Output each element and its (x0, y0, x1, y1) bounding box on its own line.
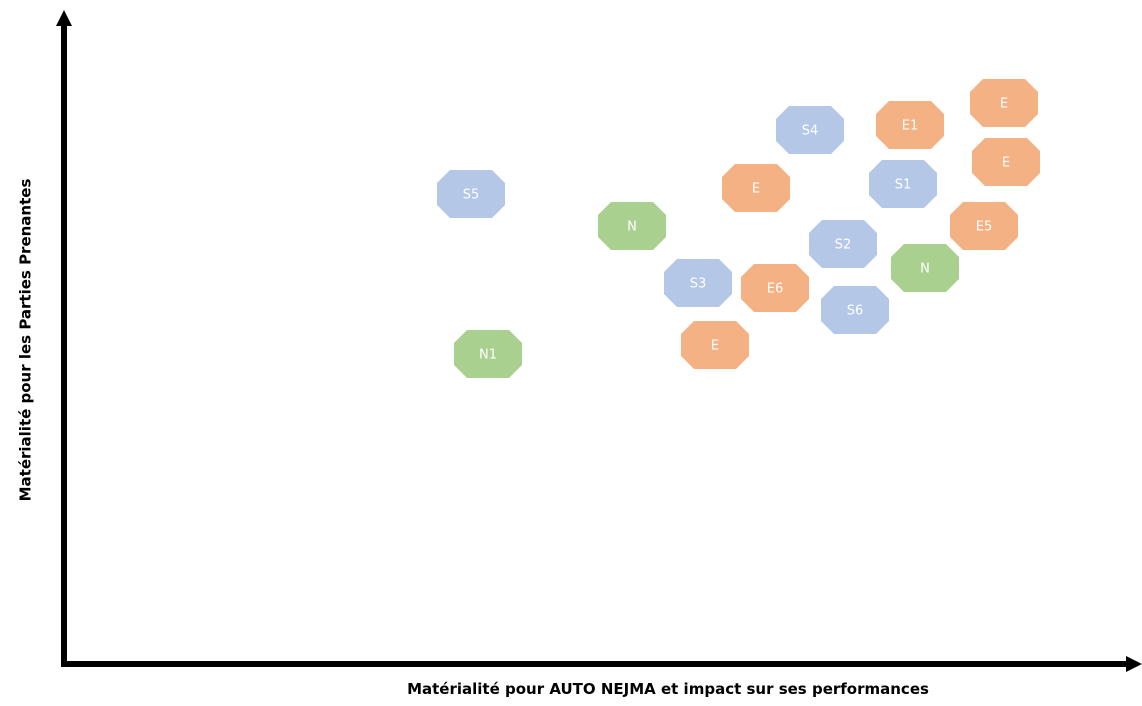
node-label: S6 (847, 304, 864, 319)
node-label: S5 (463, 188, 480, 203)
node-label: S3 (690, 277, 707, 292)
node-label: S1 (895, 178, 912, 193)
node-shape (598, 202, 666, 250)
node-shape (970, 79, 1038, 127)
node-label: S4 (802, 124, 819, 139)
node-label: E (752, 182, 760, 197)
node-shape (681, 321, 749, 369)
node-label: N1 (479, 348, 497, 363)
y-axis-arrow (56, 10, 72, 26)
y-axis-label: Matérialité pour les Parties Prenantes (17, 179, 35, 502)
node-shape (722, 164, 790, 212)
node-label: E (1000, 97, 1008, 112)
node-shape (776, 106, 844, 154)
node-shape (950, 202, 1018, 250)
node-shape (972, 138, 1040, 186)
node-shape (869, 160, 937, 208)
node-shape (437, 170, 505, 218)
x-axis-label: Matérialité pour AUTO NEJMA et impact su… (407, 680, 929, 698)
x-axis-arrow (1126, 656, 1142, 672)
node-label: E (1002, 156, 1010, 171)
node-shape (876, 101, 944, 149)
node-shape (741, 264, 809, 312)
node-label: N (920, 262, 930, 277)
node-label: E6 (767, 282, 784, 297)
node-shape (891, 244, 959, 292)
node-label: E1 (902, 119, 919, 134)
node-shape (821, 286, 889, 334)
node-label: E (711, 339, 719, 354)
nodes: S4 E1 E E S1 E S5 N E5 S2 N S3 E6 S6 E N1 (437, 79, 1040, 378)
node-shape (664, 259, 732, 307)
node-label: N (627, 220, 637, 235)
node-shape (454, 330, 522, 378)
node-label: E5 (976, 220, 993, 235)
node-shape (809, 220, 877, 268)
node-label: S2 (835, 238, 852, 253)
